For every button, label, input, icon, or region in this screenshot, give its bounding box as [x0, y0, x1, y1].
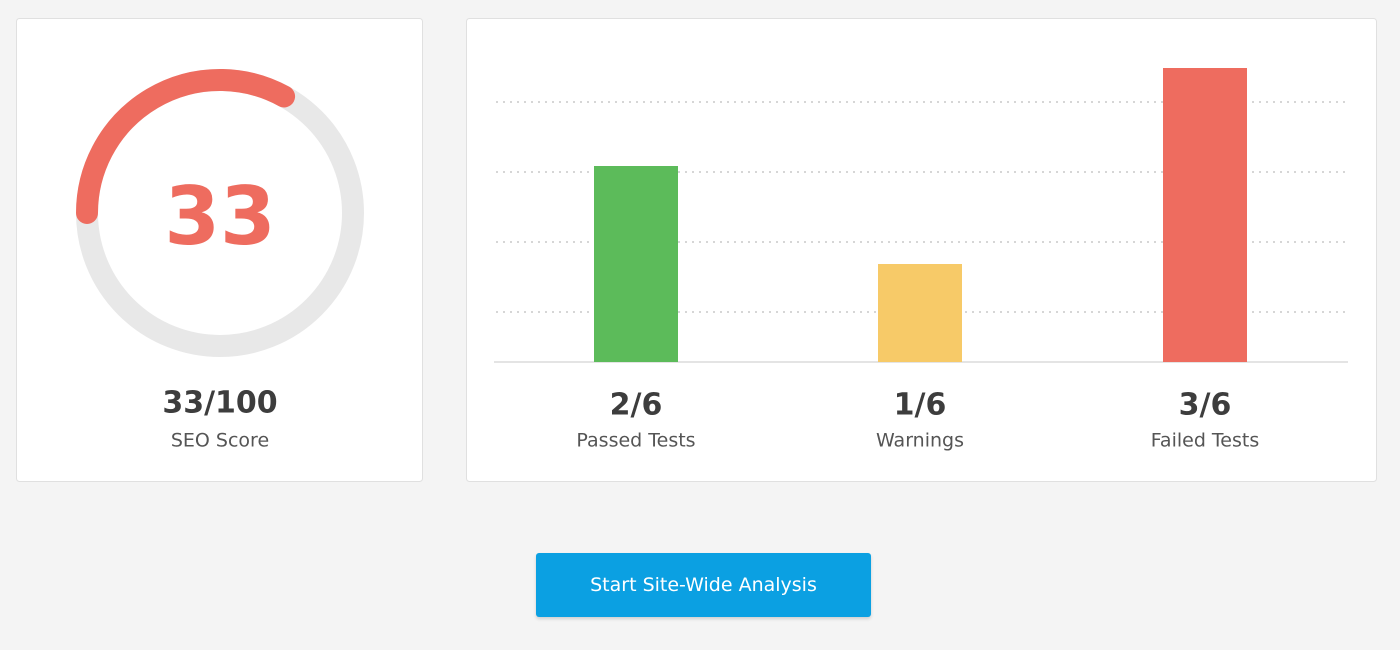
gauge-arc — [76, 69, 296, 224]
bar — [1163, 68, 1247, 362]
value-label: 2/6 — [610, 388, 663, 423]
value-label: 1/6 — [894, 388, 947, 423]
bar — [878, 264, 962, 362]
bar — [594, 166, 678, 362]
results-card — [466, 18, 1377, 482]
category-label: Passed Tests — [576, 430, 695, 452]
category-label: Failed Tests — [1151, 430, 1260, 452]
value-label: 3/6 — [1179, 388, 1232, 423]
score-label: 33/100 — [162, 386, 277, 421]
score-caption: SEO Score — [171, 430, 269, 452]
gauge-number: 33 — [164, 170, 275, 263]
start-analysis-button[interactable]: Start Site-Wide Analysis — [536, 553, 871, 617]
category-label: Warnings — [876, 430, 964, 452]
